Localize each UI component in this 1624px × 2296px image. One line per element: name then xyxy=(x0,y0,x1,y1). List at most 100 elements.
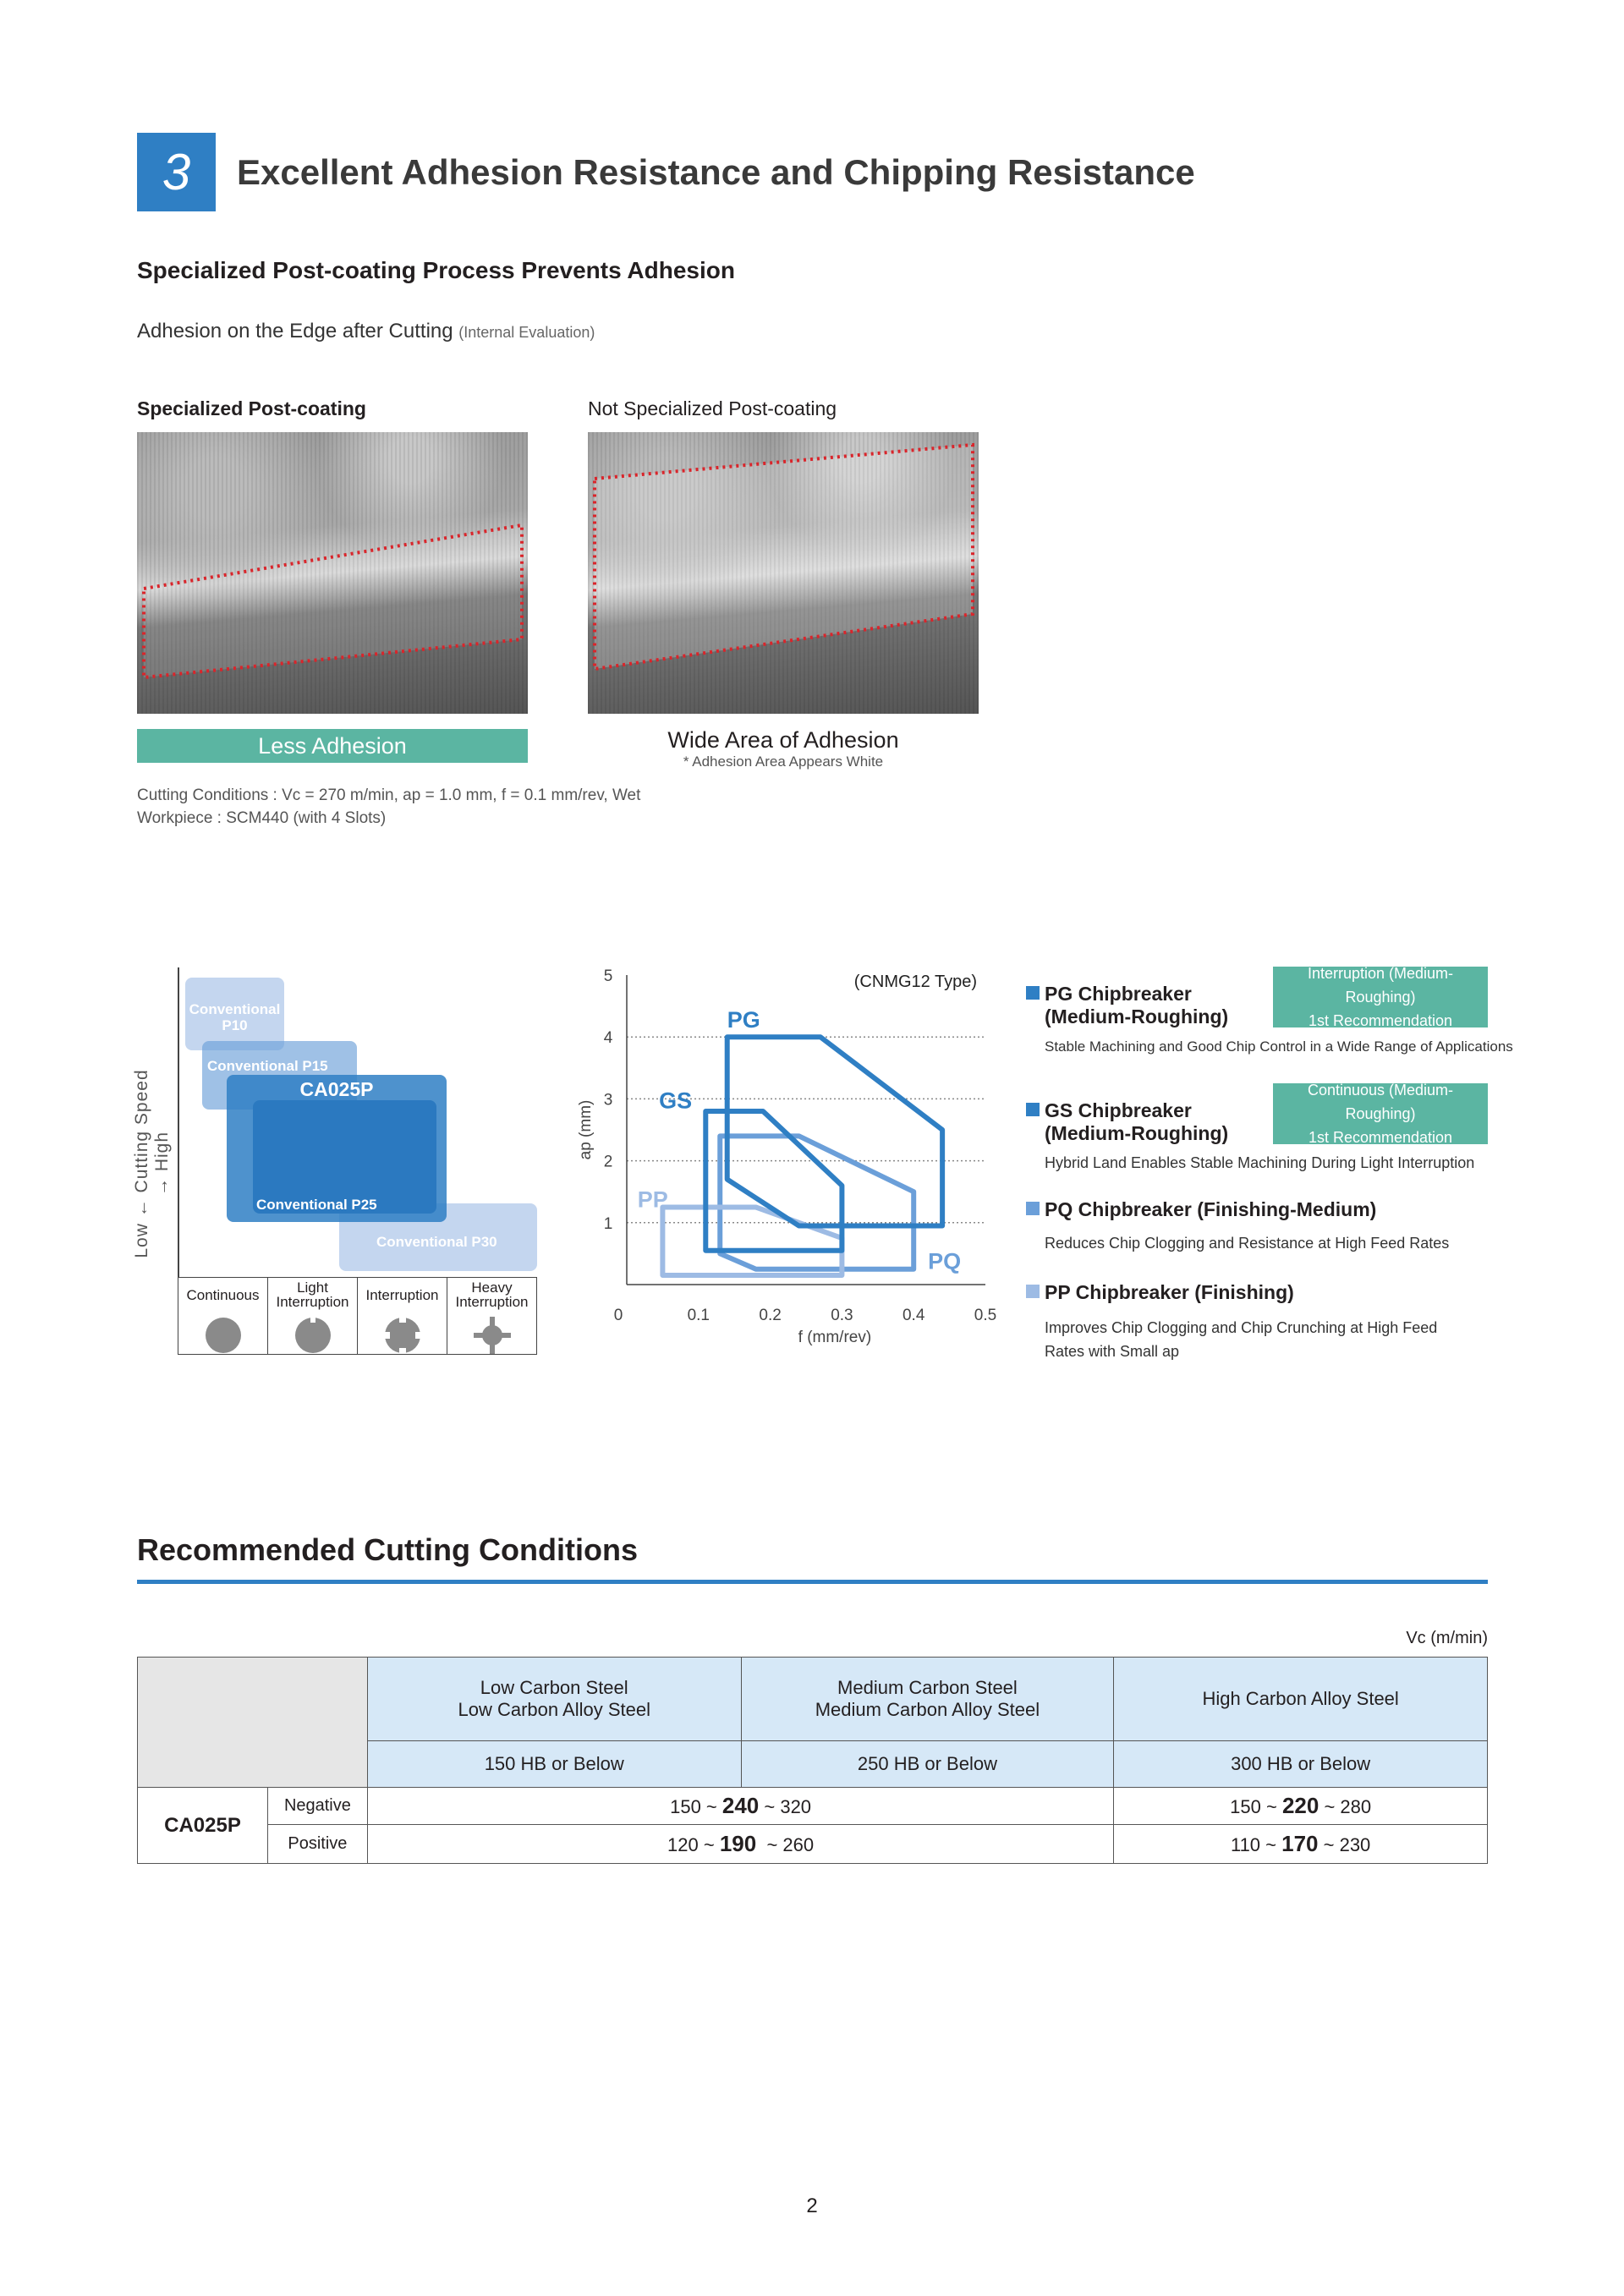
col-label: Continuous xyxy=(186,1286,260,1303)
cutting-speed-axis-label: Low ← Cutting Speed → High xyxy=(132,1069,172,1258)
section-number-badge: 3 xyxy=(137,133,216,211)
wide-adhesion-label: Wide Area of Adhesion xyxy=(667,727,899,753)
interruption-workpiece-icon xyxy=(383,1317,421,1354)
section-title: Excellent Adhesion Resistance and Chippi… xyxy=(237,152,1195,192)
speed-cell: 120 ~ 190 ~ 260 xyxy=(366,1824,1115,1864)
legend-pq-title: PQ Chipbreaker (Finishing-Medium) xyxy=(1026,1198,1376,1221)
tag-line1: Interruption (Medium-Roughing) xyxy=(1307,965,1454,1006)
legend-pp-desc: Improves Chip Clogging and Chip Crunchin… xyxy=(1045,1316,1437,1363)
insert-type-cell: Negative xyxy=(266,1787,368,1825)
table-row: CA025P Negative 150 ~ 240 ~ 320 150 ~ 22… xyxy=(137,1787,1488,1864)
pg-swatch-icon xyxy=(1026,986,1040,1000)
series-label-pq: PQ xyxy=(928,1249,961,1274)
col-label: Heavy xyxy=(471,1280,513,1296)
material-header: High Carbon Alloy Steel xyxy=(1113,1657,1488,1741)
material-header: Medium Carbon Steel Medium Carbon Alloy S… xyxy=(740,1657,1115,1741)
x-tick-label: 0.1 xyxy=(688,1307,710,1324)
legend-gs-desc: Hybrid Land Enables Stable Machining Dur… xyxy=(1045,1154,1475,1171)
hardness-cell: 150 HB or Below xyxy=(366,1740,742,1788)
adhesion-note: * Adhesion Area Appears White xyxy=(683,753,884,770)
legend-gs-title-text: GS Chipbreaker xyxy=(1045,1099,1192,1121)
speed-min: 150 ~ xyxy=(1230,1796,1282,1817)
specialized-coating-photo xyxy=(137,432,528,714)
cutting-conditions-table: Low Carbon Steel Low Carbon Alloy Steel M… xyxy=(137,1657,1488,1864)
gs-recommendation-tag: Continuous (Medium-Roughing) 1st Recommen… xyxy=(1273,1082,1488,1146)
tag-line2: 1st Recommendation xyxy=(1308,1129,1453,1146)
legend-pp-title-text: PP Chipbreaker (Finishing) xyxy=(1045,1281,1294,1303)
x-tick-label: 0.2 xyxy=(759,1307,781,1324)
speed-cell: 150 ~ 220 ~ 280 xyxy=(1113,1787,1488,1825)
speed-max: ~ 230 xyxy=(1318,1834,1371,1855)
series-label-pp: PP xyxy=(638,1187,668,1213)
speed-max: ~ 320 xyxy=(759,1796,812,1817)
insert-type-cell: Positive xyxy=(266,1824,368,1864)
pp-swatch-icon xyxy=(1026,1285,1040,1298)
legend-pp-title: PP Chipbreaker (Finishing) xyxy=(1026,1281,1294,1304)
col-label-2: Interruption xyxy=(455,1294,529,1310)
conditions-rule xyxy=(137,1580,1488,1584)
speed-recommended: 190 xyxy=(719,1831,757,1856)
legend-pg-desc: Stable Machining and Good Chip Control i… xyxy=(1045,1038,1513,1055)
col-label: Interruption xyxy=(365,1286,439,1303)
unit-label: Vc (m/min) xyxy=(1406,1629,1488,1647)
continuous-workpiece-icon xyxy=(205,1318,241,1353)
grade-ca025p-label: CA025P xyxy=(299,1078,374,1100)
material-l1: Medium Carbon Steel xyxy=(837,1677,1018,1698)
legend-pp-desc-2: Rates with Small ap xyxy=(1045,1343,1180,1360)
grade-p10-line2: P10 xyxy=(222,1017,248,1033)
col-light-interruption: Light Interruption xyxy=(268,1278,358,1354)
less-adhesion-label: Less Adhesion xyxy=(137,729,528,763)
x-tick-label: 0.4 xyxy=(903,1307,925,1324)
grade-p25-label: Conventional P25 xyxy=(256,1197,377,1213)
hardness-cell: 250 HB or Below xyxy=(740,1740,1115,1788)
speed-min: 110 ~ xyxy=(1230,1834,1282,1855)
chipbreaker-range-pp xyxy=(660,1204,845,1279)
y-tick-label: 3 xyxy=(604,1091,613,1109)
page-number: 2 xyxy=(806,2195,818,2217)
y-axis-label: ap (mm) xyxy=(577,1100,595,1160)
table-row: Low Carbon Steel Low Carbon Alloy Steel M… xyxy=(137,1657,1488,1788)
material-l2: Low Carbon Alloy Steel xyxy=(458,1699,650,1720)
right-image-label: Not Specialized Post-coating xyxy=(588,397,837,419)
y-tick-label: 4 xyxy=(604,1029,613,1047)
y-tick-label: 2 xyxy=(604,1153,613,1171)
light-interruption-workpiece-icon xyxy=(294,1317,331,1353)
left-image-label: Specialized Post-coating xyxy=(137,397,366,419)
pq-swatch-icon xyxy=(1026,1202,1040,1215)
interruption-table: Continuous Light Interruption Interruptio… xyxy=(178,1277,537,1355)
table-row: 150 HB or Below 250 HB or Below 300 HB o… xyxy=(138,1740,1488,1788)
legend-gs-title: GS Chipbreaker (Medium-Roughing) xyxy=(1026,1099,1228,1145)
grade-cell: CA025P xyxy=(137,1787,268,1864)
x-tick-label: 0.5 xyxy=(974,1307,996,1324)
speed-recommended: 240 xyxy=(721,1793,760,1818)
heavy-interruption-workpiece-icon xyxy=(473,1317,511,1354)
grade-p10-line1: Conventional xyxy=(189,1001,281,1017)
legend-pq-desc: Reduces Chip Clogging and Resistance at … xyxy=(1045,1235,1450,1252)
adhesion-heading-text: Adhesion on the Edge after Cutting xyxy=(137,320,453,342)
corner-cell xyxy=(137,1657,368,1788)
col-label: Light xyxy=(297,1280,328,1296)
legend-pq-title-text: PQ Chipbreaker (Finishing-Medium) xyxy=(1045,1198,1377,1220)
pg-recommendation-tag: Interruption (Medium-Roughing) 1st Recomm… xyxy=(1273,965,1488,1029)
material-header: Low Carbon Steel Low Carbon Alloy Steel xyxy=(366,1657,742,1741)
chart-title: (CNMG12 Type) xyxy=(854,973,977,991)
speed-recommended: 170 xyxy=(1281,1831,1319,1856)
x-axis-label: f (mm/rev) xyxy=(798,1329,872,1346)
chipbreaker-range-gs xyxy=(703,1109,845,1253)
col-heavy-interruption: Heavy Interruption xyxy=(447,1278,536,1354)
speed-recommended: 220 xyxy=(1281,1793,1320,1818)
col-label-2: Interruption xyxy=(276,1294,349,1310)
non-specialized-coating-photo xyxy=(588,432,979,714)
speed-max: ~ 280 xyxy=(1319,1796,1372,1817)
workpiece: Workpiece : SCM440 (with 4 Slots) xyxy=(137,809,387,827)
series-label-pg: PG xyxy=(727,1007,760,1033)
legend-pg-title-2: (Medium-Roughing) xyxy=(1045,1006,1229,1027)
y-tick-label: 1 xyxy=(604,1215,613,1233)
grade-map-axis xyxy=(178,967,179,1277)
adhesion-heading-note: (Internal Evaluation) xyxy=(458,324,595,341)
speed-cell: 150 ~ 240 ~ 320 xyxy=(366,1787,1115,1825)
legend-gs-title-2: (Medium-Roughing) xyxy=(1045,1122,1229,1144)
speed-max: ~ 260 xyxy=(756,1834,815,1855)
speed-cell: 110 ~ 170 ~ 230 xyxy=(1113,1824,1488,1864)
y-tick-label: 5 xyxy=(604,967,613,985)
